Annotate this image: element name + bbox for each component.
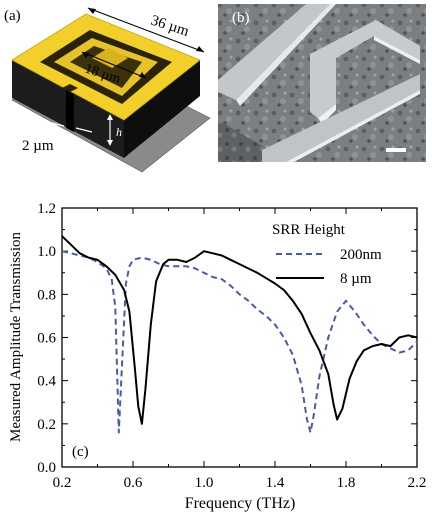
y-tick-label: 0.0	[37, 460, 56, 476]
x-tick-label: 2.2	[408, 475, 427, 491]
y-tick-label: 0.2	[37, 417, 56, 433]
y-tick-label: 0.4	[37, 374, 56, 390]
legend: SRR Height 200nm 8 µm	[272, 222, 382, 287]
legend-title: SRR Height	[272, 222, 346, 238]
y-tick-label: 1.2	[37, 201, 56, 217]
x-tick-label: 1.4	[266, 475, 285, 491]
x-tick-label: 1.8	[337, 475, 356, 491]
y-tick-label: 0.8	[37, 287, 56, 303]
x-tick-label: 0.2	[53, 475, 72, 491]
y-axis-label: Measured Amplitude Transmission	[8, 232, 24, 443]
srr-center-patch	[92, 48, 128, 68]
axis-ticks: 0.2 0.6 1.0 1.4 1.8 2.20.00.20.40.60.81.01.2	[37, 201, 426, 491]
panel-a: 36 µm 18 µm 2 µm h (a)	[4, 7, 211, 173]
legend-entry-8um: 8 µm	[340, 271, 372, 287]
srr-gap	[66, 90, 74, 132]
series-line-200nm	[61, 250, 418, 434]
x-axis-label: Frequency (THz)	[185, 495, 296, 512]
x-tick-label: 1.0	[195, 475, 214, 491]
panel-a-label: (a)	[4, 8, 21, 24]
sem-srr-arm-left	[218, 4, 330, 100]
panel-c-label: (c)	[72, 444, 89, 460]
dim-36-arrow	[87, 7, 205, 53]
dim-2-arrow-right	[75, 127, 93, 133]
series-layer	[61, 235, 418, 434]
sem-srr-corner	[310, 20, 420, 118]
y-tick-label: 1.0	[37, 244, 56, 260]
x-tick-label: 0.6	[124, 475, 143, 491]
y-tick-label: 0.6	[37, 331, 56, 347]
sem-scale-bar	[386, 148, 406, 152]
dim-2-label: 2 µm	[22, 138, 54, 154]
legend-entry-200nm: 200nm	[340, 247, 382, 263]
panel-b: (b)	[218, 4, 426, 162]
series-line-8um	[61, 235, 418, 425]
dim-2-arrow-left	[47, 121, 65, 127]
panel-b-label: (b)	[232, 10, 250, 26]
transmission-chart: 0.2 0.6 1.0 1.4 1.8 2.20.00.20.40.60.81.01.2 …	[8, 201, 426, 512]
dim-36-label: 36 µm	[149, 13, 191, 40]
sem-srr-arm-bottom	[262, 74, 420, 162]
srr-wall-right	[124, 60, 200, 158]
dim-h-label: h	[116, 125, 122, 139]
dim-18-arrow	[81, 51, 147, 79]
